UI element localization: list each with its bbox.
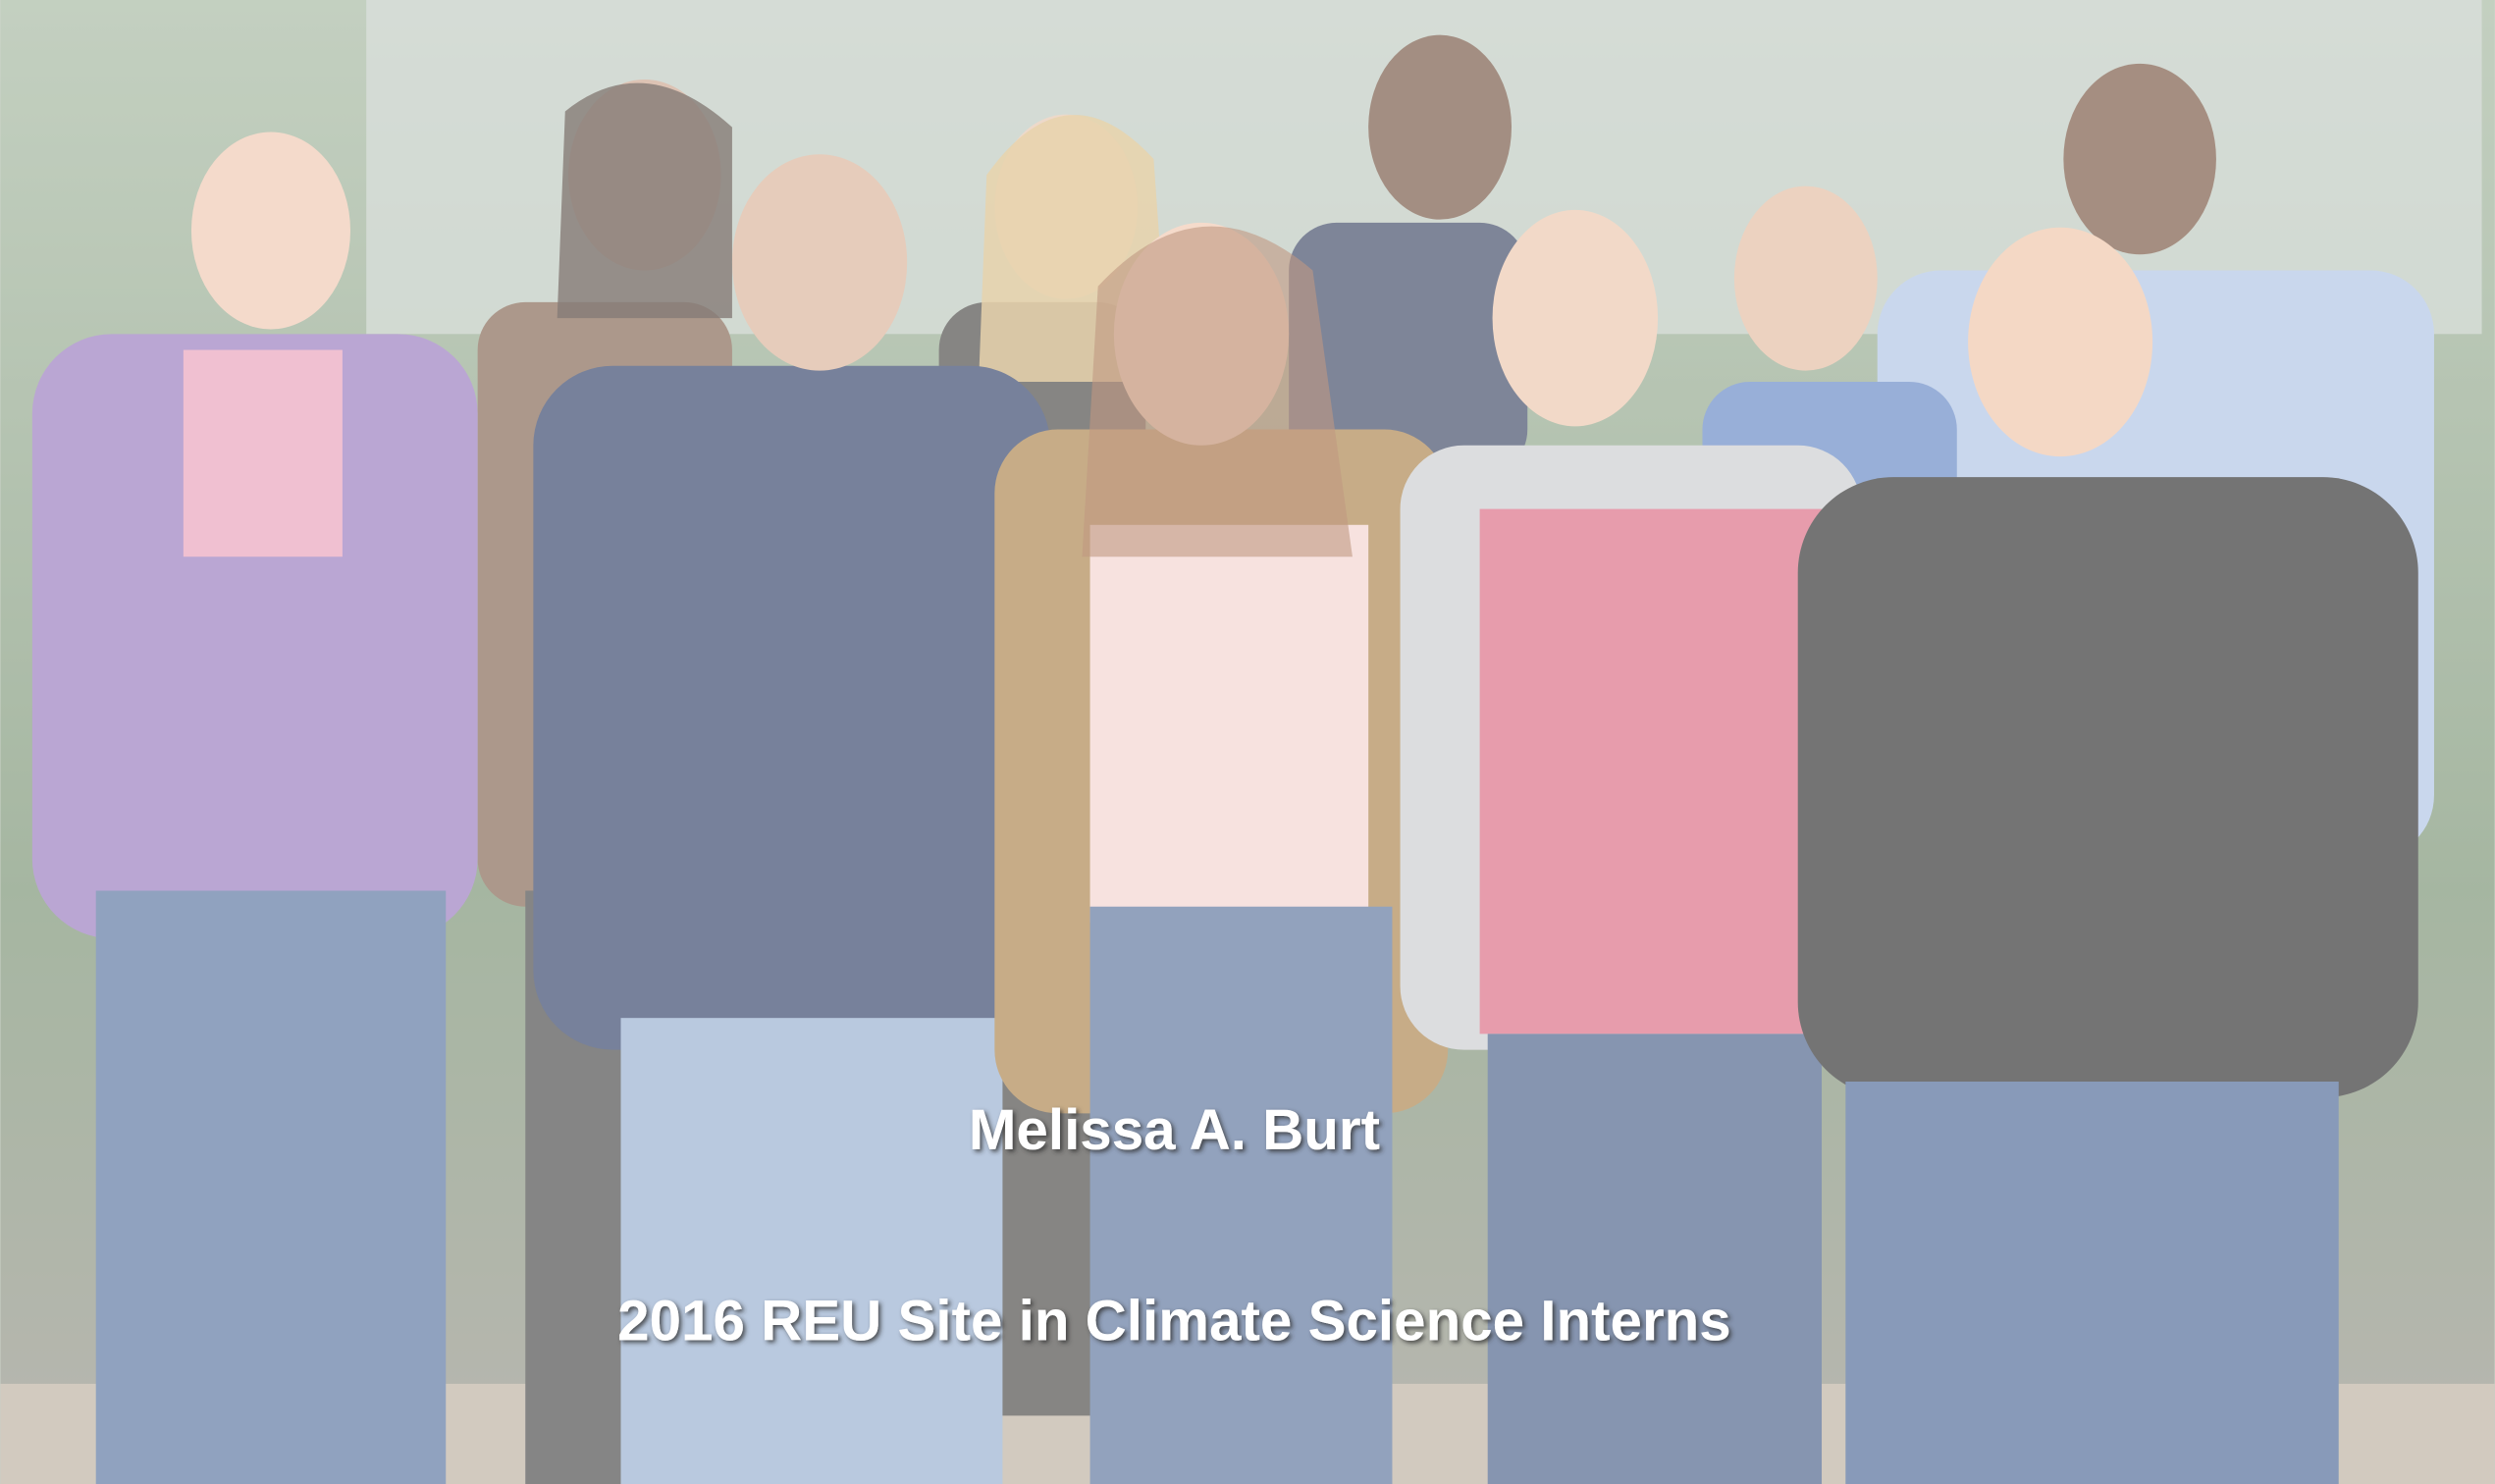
- presenter-name: Melissa A. Burt: [969, 1098, 1380, 1162]
- photo-caption: 2016 REU Site in Climate Science Interns: [617, 1289, 1731, 1352]
